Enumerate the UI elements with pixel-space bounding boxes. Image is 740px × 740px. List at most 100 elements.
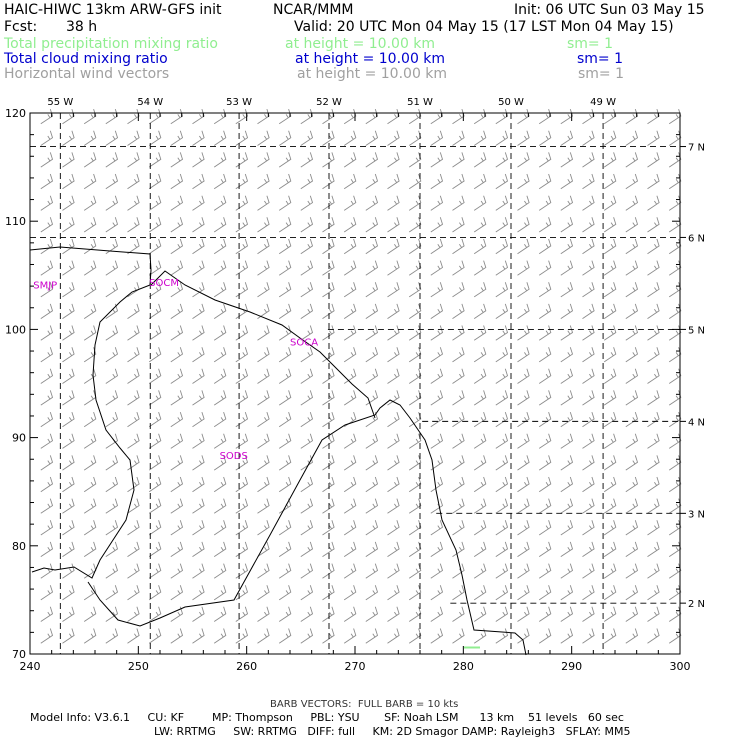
wind-barb [603,455,617,471]
wind-barb [473,282,487,298]
wind-barb [105,195,119,211]
field-sm-wind: sm= 1 [578,66,625,82]
wind-barb [192,368,205,384]
wind-barb [560,628,574,644]
wind-barb [560,282,574,298]
wind-barb [408,390,422,406]
wind-barb [495,108,509,125]
wind-barb [343,476,357,493]
wind-barb [300,130,314,146]
wind-barb [278,541,292,557]
wind-barb [365,606,379,622]
wind-barb [430,606,444,622]
wind-barb [647,152,660,168]
wind-barb [62,520,75,536]
wind-barb [322,108,335,125]
wind-barb [322,606,335,622]
wind-barb [387,173,400,190]
wind-barb [517,368,530,384]
wind-barb [278,108,292,125]
wind-barb [62,173,75,190]
wind-barb [625,498,639,514]
wind-barb [625,411,639,428]
wind-barb [365,563,379,579]
wind-barb [62,217,75,233]
wind-barb [668,260,682,276]
wind-barb [300,541,314,557]
lat-label: 4 N [688,417,705,428]
wind-barb [105,585,119,601]
wind-barb [235,433,249,449]
wind-barb [192,411,205,428]
wind-barb [213,217,227,233]
wind-barb [603,390,617,406]
wind-barb [668,476,682,493]
wind-barb [322,476,335,493]
wind-barb [538,195,552,211]
wind-barb [322,563,335,579]
wind-barb [148,368,162,384]
wind-barb [517,173,530,190]
wind-barb [668,606,682,622]
wind-barb [322,282,335,298]
wind-barb [257,238,270,255]
wind-barb [668,455,682,471]
wind-barb [452,152,465,168]
wind-barb [343,108,357,125]
wind-barb [343,563,357,579]
wind-barb [668,498,682,514]
wind-barb [40,585,54,601]
wind-barb [473,455,487,471]
wind-barb [213,476,227,493]
wind-barb [83,563,97,579]
lon-label: 50 W [498,97,524,108]
wind-barb [473,368,487,384]
wind-barb [62,282,75,298]
wind-barb [495,563,509,579]
wind-barb [257,368,270,384]
wind-barb [322,628,335,644]
region-label: SOCM [149,278,179,289]
wind-barb [647,325,660,341]
wind-barb [538,303,552,319]
wind-barb [582,195,595,211]
wind-barb [322,390,335,406]
wind-barb [387,585,400,601]
wind-barb [430,173,444,190]
y-tick-label: 100 [5,323,26,336]
wind-barb [430,520,444,536]
wind-barb [300,325,314,341]
wind-barb [105,520,119,536]
wind-barb [322,541,335,557]
wind-barb [582,152,595,168]
wind-barb [387,498,400,514]
wind-barb [430,130,444,146]
wind-barb [387,130,400,146]
x-tick-label: 260 [236,660,257,673]
wind-barb [603,433,617,449]
wind-barb [40,433,54,449]
wind-barb [647,411,660,428]
x-tick-label: 300 [670,660,691,673]
wind-barb [343,282,357,298]
wind-barb [495,520,509,536]
wind-barb [105,152,119,168]
wind-barb [257,108,270,125]
wind-barb [62,238,75,255]
wind-barb [170,628,184,644]
wind-barb [127,498,140,514]
wind-barb [257,498,270,514]
wind-barb [40,411,54,428]
wind-barb [105,390,119,406]
wind-barb [278,390,292,406]
wind-barb [452,606,465,622]
wind-barb [625,195,639,211]
wind-barb [170,347,184,363]
wind-barb [495,498,509,514]
wind-barb [538,563,552,579]
wind-barb [582,476,595,493]
wind-barb [213,347,227,363]
wind-barb [538,260,552,276]
wind-barb [603,238,617,255]
wind-barb [365,585,379,601]
